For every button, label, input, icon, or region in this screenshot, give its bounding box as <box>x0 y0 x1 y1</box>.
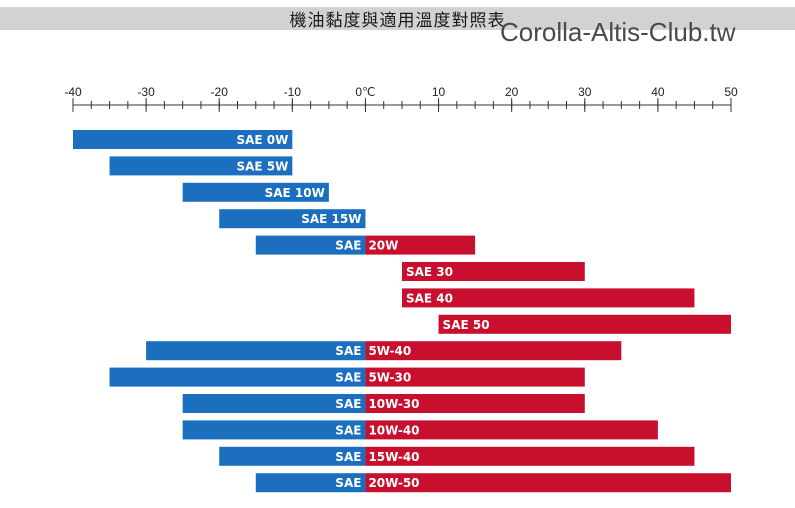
bar-cold-segment <box>146 341 366 361</box>
bar-label: SAE 5W <box>236 159 288 173</box>
x-tick-label: -20 <box>211 85 229 99</box>
bar-50: SAE 50 <box>438 314 731 334</box>
x-tick-label: -30 <box>137 85 155 99</box>
bar-label-grade: 20W <box>368 239 398 253</box>
title-band <box>0 7 795 30</box>
bar-hot-segment <box>365 235 476 255</box>
watermark: Corolla-Altis-Club.tw <box>500 17 736 47</box>
bar-label: SAE 50 <box>443 318 490 332</box>
bar-cold-segment <box>219 446 366 466</box>
bar-label-prefix: SAE <box>335 344 361 358</box>
bar-40: SAE 40 <box>402 288 695 308</box>
bar-label-grade: 10W-40 <box>368 423 419 437</box>
bar-cold-segment <box>255 473 366 493</box>
x-tick-label: 30 <box>578 85 592 99</box>
bar-label: SAE 10W <box>265 186 325 200</box>
bar-label: SAE 0W <box>236 133 288 147</box>
bar-label-grade: 5W-30 <box>368 371 411 385</box>
chart-title: 機油黏度與適用溫度對照表 <box>289 11 506 31</box>
bar-label: SAE 40 <box>406 291 453 305</box>
bar-10w: SAE 10W <box>182 182 329 202</box>
bar-label-prefix: SAE <box>335 397 361 411</box>
bar-label: SAE 15W <box>301 212 361 226</box>
bar-30: SAE 30 <box>402 262 585 281</box>
bar-15w-40: SAE 15W-40 <box>219 446 695 466</box>
bar-cold-segment <box>182 420 366 440</box>
bar-10w-40: SAE 10W-40 <box>182 420 658 440</box>
bar-0w: SAE 0W <box>73 130 293 149</box>
bar-hot-segment <box>365 446 695 466</box>
bar-cold-segment <box>182 394 366 413</box>
bar-cold-segment <box>109 156 293 176</box>
bar-cold-segment <box>182 182 329 202</box>
x-tick-label: 20 <box>505 85 519 99</box>
bar-cold-segment <box>219 209 366 229</box>
x-tick-label: -40 <box>64 85 82 99</box>
bar-label-prefix: SAE <box>335 423 361 437</box>
bar-label: SAE 30 <box>406 265 453 279</box>
bar-hot-segment <box>365 420 658 440</box>
bar-15w: SAE 15W <box>219 209 366 229</box>
x-tick-label: 0℃ <box>355 85 375 99</box>
x-tick-label: -10 <box>284 85 302 99</box>
bar-hot-segment <box>365 473 731 493</box>
bar-cold-segment <box>255 235 366 255</box>
bar-20w-50: SAE 20W-50 <box>255 473 731 493</box>
bar-label-grade: 15W-40 <box>368 450 419 464</box>
bar-label-grade: 20W-50 <box>368 476 419 490</box>
bar-hot-segment <box>365 367 585 387</box>
bar-5w: SAE 5W <box>109 156 293 176</box>
bar-label-prefix: SAE <box>335 239 361 253</box>
x-tick-label: 50 <box>724 85 738 99</box>
bar-cold-segment <box>73 130 293 149</box>
bar-hot-segment <box>402 262 585 281</box>
bar-label-prefix: SAE <box>335 371 361 385</box>
x-tick-label: 10 <box>432 85 446 99</box>
bar-hot-segment <box>402 288 695 308</box>
bar-5w-30: SAE 5W-30 <box>109 367 585 387</box>
x-tick-label: 40 <box>651 85 665 99</box>
bar-label-prefix: SAE <box>335 476 361 490</box>
bar-label-prefix: SAE <box>335 450 361 464</box>
bar-label-grade: 5W-40 <box>368 344 411 358</box>
bar-hot-segment <box>365 394 585 413</box>
bar-cold-segment <box>109 367 366 387</box>
bar-5w-40: SAE 5W-40 <box>146 341 622 361</box>
bar-label-grade: 10W-30 <box>368 397 419 411</box>
bar-hot-segment <box>365 341 622 361</box>
bar-20w: SAE 20W <box>255 235 476 255</box>
bar-10w-30: SAE 10W-30 <box>182 394 585 413</box>
bar-hot-segment <box>438 314 731 334</box>
